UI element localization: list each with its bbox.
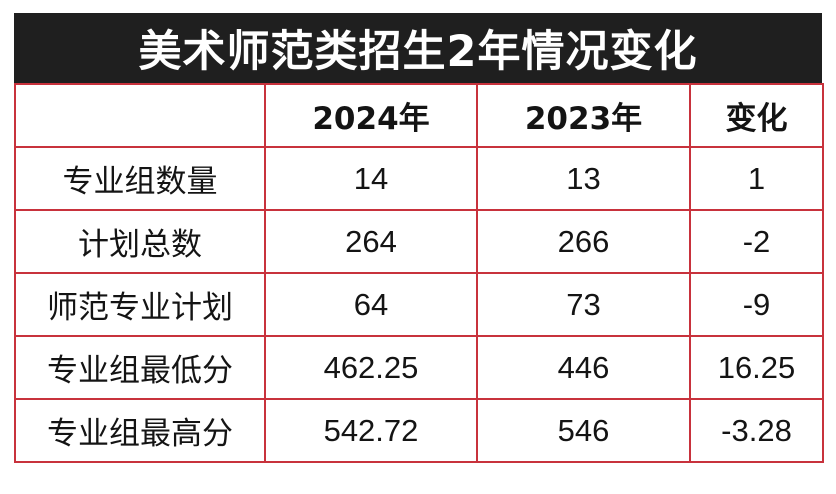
table-row: 专业组最高分 542.72 546 -3.28 [14,398,824,463]
table-title: 美术师范类招生2年情况变化 [14,13,822,83]
cell-2024: 264 [264,209,478,274]
cell-2023: 73 [476,272,691,337]
cell-2023: 546 [476,398,691,463]
comparison-table-card: 美术师范类招生2年情况变化 2024年 2023年 变化 专业组数量 14 13… [14,13,824,463]
row-label: 师范专业计划 [14,272,266,337]
cell-2024: 462.25 [264,335,478,400]
cell-2023: 13 [476,146,691,211]
row-label: 计划总数 [14,209,266,274]
data-table: 2024年 2023年 变化 专业组数量 14 13 1 计划总数 264 26… [14,83,824,463]
cell-change: -2 [689,209,824,274]
cell-2024: 542.72 [264,398,478,463]
header-cell-empty [14,83,266,148]
cell-change: -9 [689,272,824,337]
row-label: 专业组数量 [14,146,266,211]
cell-2024: 14 [264,146,478,211]
table-row: 专业组数量 14 13 1 [14,146,824,211]
cell-2023: 446 [476,335,691,400]
cell-2023: 266 [476,209,691,274]
cell-2024: 64 [264,272,478,337]
table-row: 专业组最低分 462.25 446 16.25 [14,335,824,400]
header-row: 2024年 2023年 变化 [14,83,824,148]
header-cell-change: 变化 [689,83,824,148]
header-cell-2024: 2024年 [264,83,478,148]
row-label: 专业组最低分 [14,335,266,400]
header-cell-2023: 2023年 [476,83,691,148]
row-label: 专业组最高分 [14,398,266,463]
table-row: 师范专业计划 64 73 -9 [14,272,824,337]
cell-change: 1 [689,146,824,211]
table-row: 计划总数 264 266 -2 [14,209,824,274]
cell-change: -3.28 [689,398,824,463]
cell-change: 16.25 [689,335,824,400]
